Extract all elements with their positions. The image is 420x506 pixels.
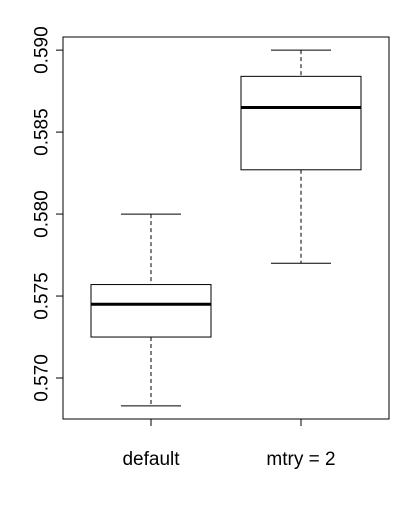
x-axis-labels: default mtry = 2 (122, 418, 336, 470)
y-tick-label: 0.590 (32, 26, 53, 74)
y-axis: 0.570 0.575 0.580 0.585 0.590 (32, 26, 64, 402)
y-tick-label: 0.575 (32, 272, 53, 320)
box-2 (240, 49, 362, 264)
box-1 (90, 213, 212, 407)
y-tick-label: 0.585 (32, 108, 53, 156)
y-tick-label: 0.580 (32, 190, 53, 238)
y-tick-label: 0.570 (32, 354, 53, 402)
interquartile-box (90, 284, 212, 338)
box-series (90, 49, 362, 407)
x-category-label: default (122, 449, 180, 470)
interquartile-box (240, 75, 362, 171)
x-category-label: mtry = 2 (266, 449, 335, 470)
